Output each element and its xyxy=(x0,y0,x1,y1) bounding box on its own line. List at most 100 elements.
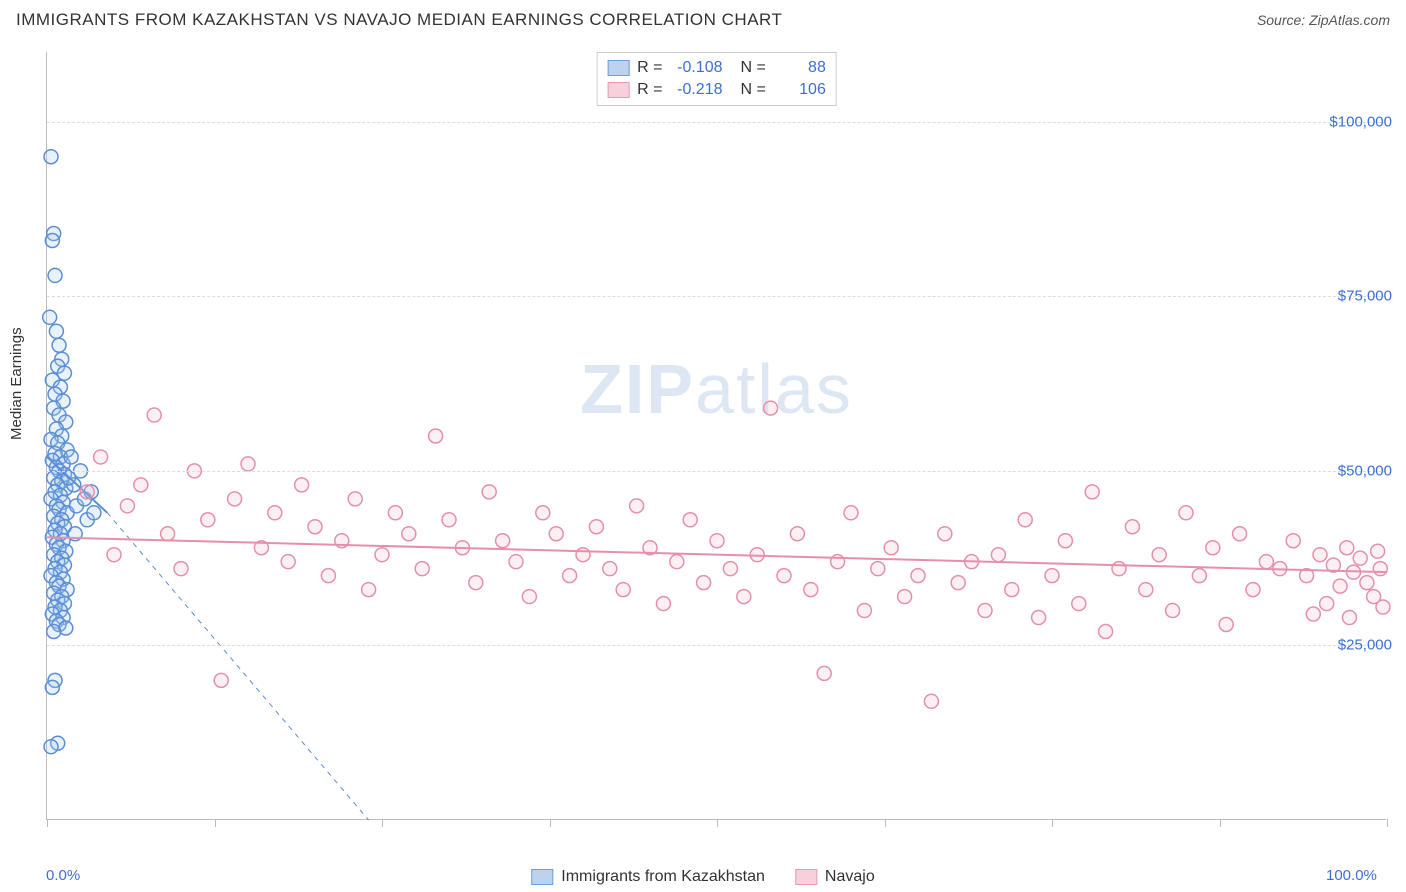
data-point xyxy=(522,590,536,604)
legend-item-label: Immigrants from Kazakhstan xyxy=(561,868,765,886)
data-point xyxy=(1139,583,1153,597)
data-point xyxy=(174,562,188,576)
legend-swatch xyxy=(607,60,629,76)
legend-swatch xyxy=(531,869,553,885)
data-point xyxy=(898,590,912,604)
x-tick xyxy=(885,819,886,827)
data-point xyxy=(48,268,62,282)
data-point xyxy=(375,548,389,562)
data-point xyxy=(817,666,831,680)
data-point xyxy=(47,624,61,638)
data-point xyxy=(991,548,1005,562)
data-point xyxy=(683,513,697,527)
legend-row: R = -0.218 N = 106 xyxy=(607,79,826,101)
data-point xyxy=(1371,544,1385,558)
data-point xyxy=(1373,562,1387,576)
data-point xyxy=(1032,611,1046,625)
legend-swatch xyxy=(795,869,817,885)
data-point xyxy=(737,590,751,604)
y-tick-label: $25,000 xyxy=(1338,637,1392,654)
legend-n-value: 106 xyxy=(774,81,826,99)
data-point xyxy=(1166,604,1180,618)
data-point xyxy=(1340,541,1354,555)
data-point xyxy=(308,520,322,534)
scatter-plot xyxy=(47,52,1386,819)
data-point xyxy=(147,408,161,422)
data-point xyxy=(1152,548,1166,562)
data-point xyxy=(1246,583,1260,597)
data-point xyxy=(1342,611,1356,625)
legend-row: R =-0.108N =88 xyxy=(607,57,826,79)
data-point xyxy=(656,597,670,611)
y-tick-label: $100,000 xyxy=(1329,113,1392,130)
legend-swatch xyxy=(607,82,629,98)
data-point xyxy=(402,527,416,541)
data-point xyxy=(442,513,456,527)
data-point xyxy=(94,450,108,464)
data-point xyxy=(844,506,858,520)
legend-r-label: R = xyxy=(637,59,662,77)
x-tick xyxy=(215,819,216,827)
legend-r-value: -0.108 xyxy=(671,59,723,77)
data-point xyxy=(616,583,630,597)
x-tick xyxy=(1220,819,1221,827)
data-point xyxy=(120,499,134,513)
data-point xyxy=(44,740,58,754)
data-point xyxy=(1192,569,1206,583)
legend-r-value: -0.218 xyxy=(671,81,723,99)
chart-area: ZIPatlas R =-0.108N =88R =-0.218N =106 xyxy=(46,52,1386,820)
data-point xyxy=(1179,506,1193,520)
grid-line xyxy=(47,471,1386,472)
x-tick xyxy=(717,819,718,827)
header: IMMIGRANTS FROM KAZAKHSTAN VS NAVAJO MED… xyxy=(0,0,1406,36)
data-point xyxy=(295,478,309,492)
data-point xyxy=(1125,520,1139,534)
data-point xyxy=(1306,607,1320,621)
data-point xyxy=(362,583,376,597)
legend-correlation: R = -0.108 N = 88 R = -0.218 N = 106 xyxy=(596,52,837,106)
data-point xyxy=(1353,551,1367,565)
data-point xyxy=(134,478,148,492)
data-point xyxy=(388,506,402,520)
data-point xyxy=(1072,597,1086,611)
source-label: Source: ZipAtlas.com xyxy=(1257,12,1390,28)
legend-item: Immigrants from Kazakhstan xyxy=(531,868,765,886)
data-point xyxy=(1376,600,1390,614)
legend-series: Immigrants from Kazakhstan Navajo xyxy=(531,868,874,886)
data-point xyxy=(45,234,59,248)
data-point xyxy=(1112,562,1126,576)
data-point xyxy=(563,569,577,583)
x-tick xyxy=(1052,819,1053,827)
grid-line xyxy=(47,296,1386,297)
data-point xyxy=(951,576,965,590)
data-point xyxy=(924,694,938,708)
y-axis-label: Median Earnings xyxy=(8,327,25,440)
data-point xyxy=(1045,569,1059,583)
legend-n-label: N = xyxy=(741,81,766,99)
page-title: IMMIGRANTS FROM KAZAKHSTAN VS NAVAJO MED… xyxy=(16,10,782,30)
data-point xyxy=(1313,548,1327,562)
data-point xyxy=(697,576,711,590)
y-tick-label: $75,000 xyxy=(1338,288,1392,305)
grid-line xyxy=(47,122,1386,123)
x-tick xyxy=(550,819,551,827)
data-point xyxy=(804,583,818,597)
data-point xyxy=(241,457,255,471)
data-point xyxy=(871,562,885,576)
data-point xyxy=(281,555,295,569)
data-point xyxy=(228,492,242,506)
data-point xyxy=(45,680,59,694)
data-point xyxy=(1259,555,1273,569)
data-point xyxy=(49,324,63,338)
data-point xyxy=(496,534,510,548)
data-point xyxy=(1005,583,1019,597)
legend-n-value: 88 xyxy=(774,59,826,77)
data-point xyxy=(576,548,590,562)
data-point xyxy=(603,562,617,576)
legend-item-label: Navajo xyxy=(825,868,875,886)
data-point xyxy=(1320,597,1334,611)
data-point xyxy=(348,492,362,506)
legend-r-label: R = xyxy=(637,81,662,99)
data-point xyxy=(1219,618,1233,632)
data-point xyxy=(321,569,335,583)
